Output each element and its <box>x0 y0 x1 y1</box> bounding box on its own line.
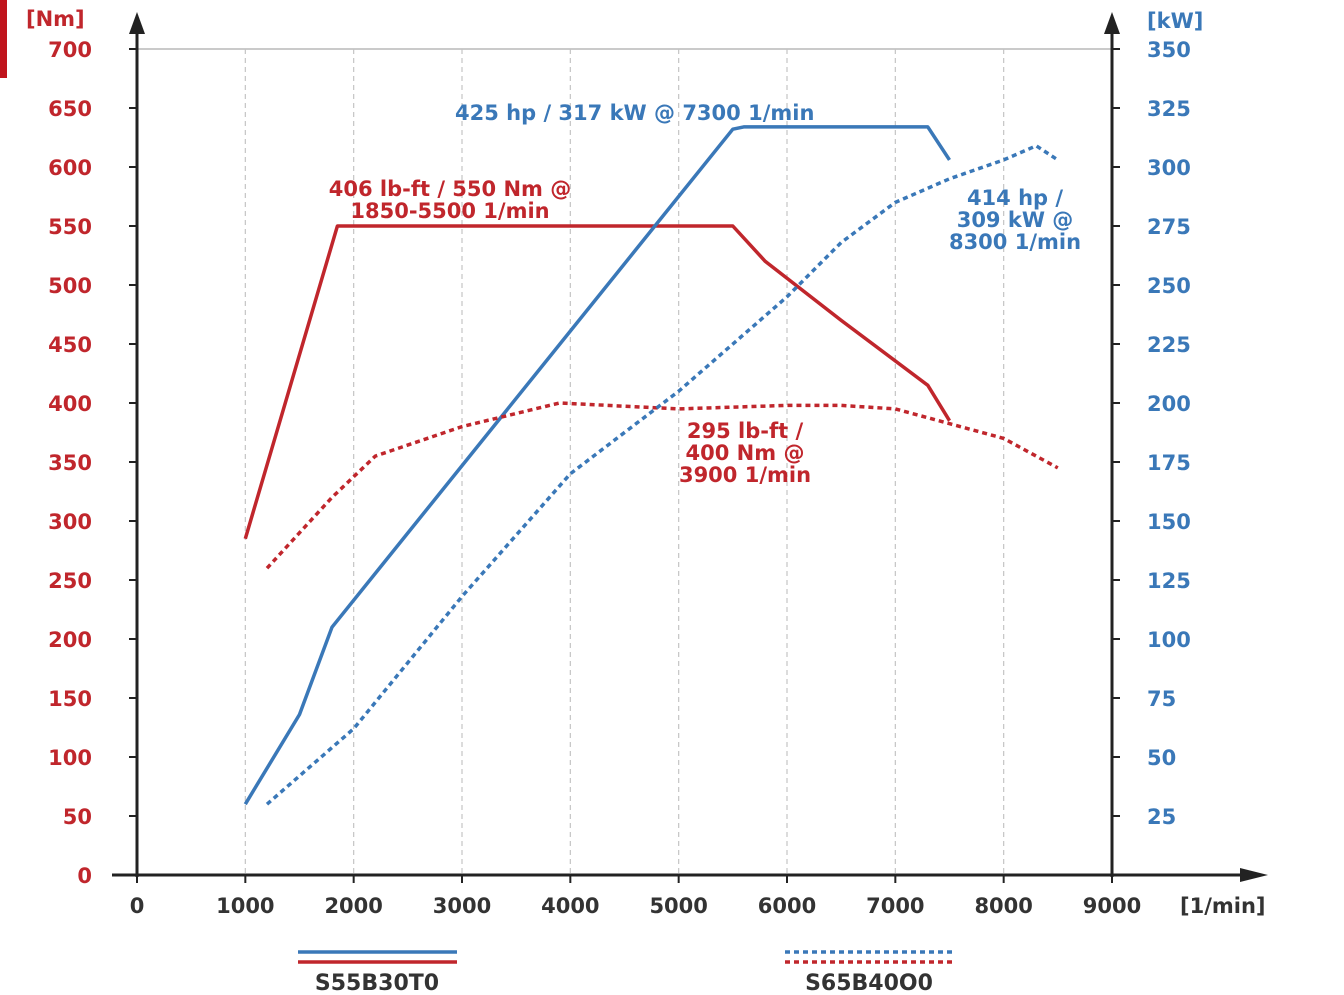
right-tick-label: 75 <box>1147 687 1176 711</box>
series-layer <box>243 125 1059 806</box>
annotation-line: 309 kW @ <box>957 208 1074 232</box>
S55B30T0-torque-line <box>243 224 951 540</box>
left-tick-label: 250 <box>48 569 92 593</box>
left-tick-label: 400 <box>48 392 92 416</box>
left-tick-label: 650 <box>48 97 92 121</box>
right-tick-label: 125 <box>1147 569 1191 593</box>
left-tick-label: 450 <box>48 333 92 357</box>
x-tick-label: 9000 <box>1083 894 1141 918</box>
right-tick-label: 200 <box>1147 392 1191 416</box>
accent-bar <box>0 0 7 78</box>
left-tick-label: 50 <box>63 805 92 829</box>
annotation-4: 295 lb-ft /400 Nm @3900 1/min <box>679 419 811 487</box>
left-tick-label: 150 <box>48 687 92 711</box>
right-tick-label: 100 <box>1147 628 1191 652</box>
annotation-line: 406 lb-ft / 550 Nm @ <box>329 177 571 201</box>
left-tick-label: 100 <box>48 746 92 770</box>
left-tick-label: 500 <box>48 274 92 298</box>
left-tick-label: 300 <box>48 510 92 534</box>
annotation-1: 425 hp / 317 kW @ 7300 1/min <box>455 101 814 125</box>
left-tick-label: 200 <box>48 628 92 652</box>
annotation-line: 295 lb-ft / <box>687 419 804 443</box>
legend-label: S65B40O0 <box>805 971 933 995</box>
left-tick-label: 0 <box>77 864 92 888</box>
grid-layer <box>137 48 1112 875</box>
right-tick-label: 325 <box>1147 97 1191 121</box>
right-tick-label: 175 <box>1147 451 1191 475</box>
left-tick-label: 350 <box>48 451 92 475</box>
x-tick-label: 4000 <box>541 894 599 918</box>
legend-layer: S55B30T0 S65B40O0 <box>298 950 953 995</box>
right-tick-label: 250 <box>1147 274 1191 298</box>
x-axis-unit: [1/min] <box>1180 894 1266 918</box>
S65B40O0-torque-line <box>265 401 1059 570</box>
right-tick-label: 25 <box>1147 805 1176 829</box>
right-tick-label: 225 <box>1147 333 1191 357</box>
left-tick-label: 600 <box>48 156 92 180</box>
annotation-line: 3900 1/min <box>679 463 811 487</box>
labels-layer: 0501001502002503003504004505005506006507… <box>26 7 1266 918</box>
left-tick-label: 700 <box>48 38 92 62</box>
annotation-2: 406 lb-ft / 550 Nm @1850-5500 1/min <box>329 177 571 223</box>
S55B30T0-power-line <box>243 125 951 806</box>
right-tick-label: 50 <box>1147 746 1176 770</box>
legend-label: S55B30T0 <box>315 971 439 995</box>
x-tick-label: 5000 <box>649 894 707 918</box>
annotation-line: 1850-5500 1/min <box>350 199 549 223</box>
annotation-line: 400 Nm @ <box>686 441 805 465</box>
axes-layer <box>112 12 1268 883</box>
right-tick-label: 150 <box>1147 510 1191 534</box>
left-axis-arrow <box>129 12 145 34</box>
x-tick-label: 1000 <box>216 894 274 918</box>
x-tick-label: 0 <box>130 894 145 918</box>
right-tick-label: 275 <box>1147 215 1191 239</box>
x-tick-label: 8000 <box>974 894 1032 918</box>
x-tick-label: 2000 <box>324 894 382 918</box>
right-tick-label: 350 <box>1147 38 1191 62</box>
right-tick-label: 300 <box>1147 156 1191 180</box>
right-axis-unit: [kW] <box>1147 9 1203 33</box>
annotation-3: 414 hp /309 kW @8300 1/min <box>949 186 1081 254</box>
x-tick-label: 7000 <box>866 894 924 918</box>
left-axis-unit: [Nm] <box>26 7 85 31</box>
x-tick-label: 3000 <box>433 894 491 918</box>
annotation-line: 425 hp / 317 kW @ 7300 1/min <box>455 101 814 125</box>
right-axis-arrow <box>1104 12 1120 34</box>
x-axis-arrow <box>1240 868 1268 882</box>
annotation-line: 8300 1/min <box>949 230 1081 254</box>
left-tick-label: 550 <box>48 215 92 239</box>
S65B40O0-power-line <box>265 144 1059 806</box>
annotation-line: 414 hp / <box>967 186 1063 210</box>
x-tick-label: 6000 <box>758 894 816 918</box>
